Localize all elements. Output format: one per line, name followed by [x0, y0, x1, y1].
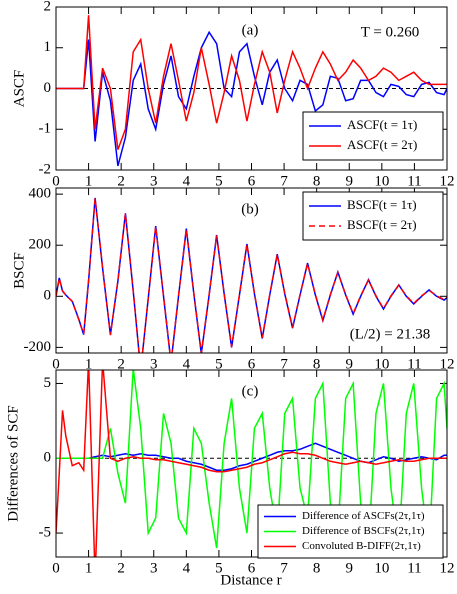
annotation: T = 0.260 — [361, 24, 420, 40]
plot-frame — [55, 6, 448, 171]
x-tick-label: 3 — [150, 356, 158, 372]
legend-label: ASCF(t = 1τ) — [347, 117, 417, 132]
x-tick-label: 6 — [248, 560, 256, 576]
x-tick-label: 9 — [346, 560, 354, 576]
series-line — [56, 15, 447, 150]
x-tick-label: 6 — [248, 356, 256, 372]
x-tick-label: 5 — [215, 560, 223, 576]
x-tick-label: 11 — [407, 560, 421, 576]
series-line — [56, 370, 447, 549]
x-tick-label: 10 — [374, 560, 389, 576]
y-tick-label: 5 — [44, 375, 52, 391]
x-tick-label: 2 — [117, 356, 125, 372]
x-tick-label: 11 — [407, 173, 421, 189]
x-tick-label: 10 — [374, 356, 389, 372]
legend-label: BSCF(t = 1τ) — [347, 197, 417, 212]
y-tick-label: -1 — [39, 121, 52, 137]
x-tick-label: 0 — [52, 560, 60, 576]
x-tick-label: 9 — [346, 173, 354, 189]
x-tick-label: 10 — [374, 173, 389, 189]
y-tick-label: 0 — [44, 80, 52, 96]
series-line — [56, 198, 447, 353]
annotation: (a) — [242, 22, 259, 38]
x-tick-label: 1 — [85, 173, 93, 189]
plot-area — [56, 15, 447, 167]
y-tick-label: 0 — [44, 288, 52, 304]
y-axis-label: BSCF — [11, 252, 27, 289]
x-tick-label: 12 — [440, 173, 455, 189]
plot-area — [56, 370, 447, 557]
x-tick-label: 8 — [313, 560, 321, 576]
x-tick-label: 0 — [52, 173, 60, 189]
y-tick-label: 0 — [44, 450, 52, 466]
x-tick-label: 0 — [52, 356, 60, 372]
x-tick-label: 3 — [150, 173, 158, 189]
x-tick-label: 12 — [440, 560, 455, 576]
annotation: (L/2) = 21.38 — [350, 326, 431, 342]
y-tick-label: 2 — [44, 0, 52, 14]
y-axis-label: ASCF — [11, 70, 27, 108]
legend: ASCF(t = 1τ) ASCF(t = 2τ) — [302, 111, 444, 161]
x-tick-label: 8 — [313, 356, 321, 372]
legend-label: Difference of ASCFs(2τ,1τ) — [302, 510, 425, 522]
x-tick-label: 12 — [440, 356, 455, 372]
legend-label: ASCF(t = 2τ) — [347, 137, 417, 152]
series-line — [56, 370, 447, 557]
x-tick-label: 3 — [150, 560, 158, 576]
series-line — [56, 30, 447, 167]
x-tick-label: 11 — [407, 356, 421, 372]
y-tick-label: -200 — [24, 339, 52, 355]
x-tick-label: 7 — [280, 356, 288, 372]
plot-frame — [55, 187, 448, 354]
plot-frame — [55, 369, 448, 558]
legend-label: Difference of BSCFs(2τ,1τ) — [302, 525, 425, 537]
legend-box — [302, 191, 444, 241]
y-tick-label: 200 — [29, 237, 52, 253]
x-tick-label: 1 — [85, 356, 93, 372]
legend-label: BSCF(t = 2τ) — [347, 217, 417, 232]
y-tick-label: -5 — [39, 525, 52, 541]
annotation: (b) — [241, 201, 259, 217]
x-tick-label: 2 — [117, 560, 125, 576]
y-tick-label: 1 — [44, 39, 52, 55]
x-tick-label: 5 — [215, 356, 223, 372]
x-tick-label: 7 — [280, 173, 288, 189]
x-tick-label: 1 — [85, 560, 93, 576]
legend: BSCF(t = 1τ) BSCF(t = 2τ) — [302, 191, 444, 241]
y-tick-label: 400 — [29, 186, 52, 202]
x-tick-label: 4 — [183, 356, 191, 372]
x-axis-label: Distance r — [220, 572, 281, 588]
x-tick-label: 6 — [248, 173, 256, 189]
legend-box — [302, 111, 444, 161]
legend-label: Convoluted B-DIFF(2τ,1τ) — [302, 540, 421, 552]
x-tick-label: 7 — [280, 560, 288, 576]
legend: Difference of ASCFs(2τ,1τ) Difference of … — [257, 504, 444, 559]
y-tick-label: -2 — [39, 161, 52, 177]
x-tick-label: 2 — [117, 173, 125, 189]
annotation: (c) — [242, 383, 259, 399]
plot-area — [56, 197, 447, 353]
x-tick-label: 8 — [313, 173, 321, 189]
y-axis-label: Differences of SCF — [5, 405, 21, 521]
x-tick-label: 5 — [215, 173, 223, 189]
x-tick-label: 9 — [346, 356, 354, 372]
x-tick-label: 4 — [183, 173, 191, 189]
x-tick-label: 4 — [183, 560, 191, 576]
